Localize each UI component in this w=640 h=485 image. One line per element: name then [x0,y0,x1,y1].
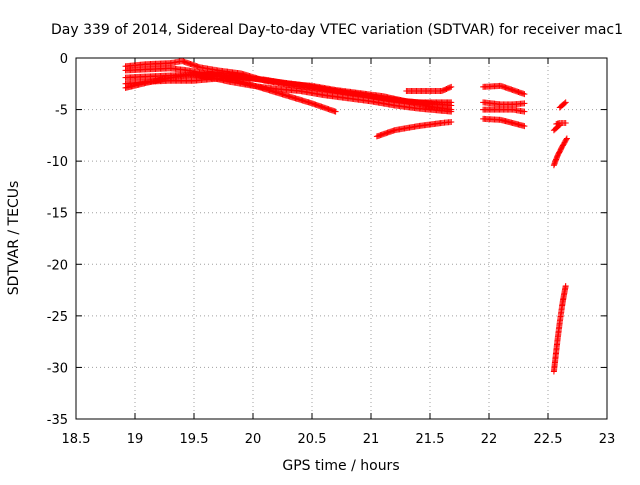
series-track-16 [550,282,569,375]
data-point [562,282,569,289]
series-track-11 [480,115,528,130]
x-tick-label: 23 [599,432,616,447]
x-tick-label: 22 [481,432,498,447]
data-point [562,99,569,106]
y-tick-label: -15 [47,207,68,222]
axis-ticks: 18.5 19 19.5 20 20.5 21 21.5 22 22.5 23 0 -5 -10 -15 -… [47,52,616,447]
x-axis-label: GPS time / hours [282,458,399,474]
data-point [563,135,570,142]
series-track-15 [550,135,570,169]
x-tick-label: 20 [245,432,262,447]
series-track-14 [556,99,569,111]
y-tick-label: -5 [55,104,68,119]
y-tick-label: -10 [47,155,68,170]
data-points [122,58,570,375]
y-axis-label: SDTVAR / TECUs [6,181,22,296]
x-tick-label: 20.5 [298,432,327,447]
grid [76,58,607,419]
series-track-5 [122,71,339,115]
data-point [561,100,568,107]
x-tick-label: 21.5 [416,432,445,447]
data-point [448,99,455,106]
series-track-7 [403,83,455,95]
series-track-6 [373,118,455,140]
x-tick-label: 21 [363,432,380,447]
data-point [562,119,569,126]
y-tick-label: -35 [47,413,68,428]
y-tick-label: 0 [60,52,68,67]
x-tick-label: 19.5 [180,432,209,447]
data-point [563,136,570,143]
data-point [521,123,528,130]
y-tick-label: -25 [47,310,68,325]
series-track-9 [480,99,528,108]
data-point [448,83,455,90]
data-point [521,91,528,98]
data-point [556,122,563,129]
data-point [332,108,339,115]
series-track-10 [480,106,528,115]
x-tick-label: 22.5 [534,432,563,447]
x-tick-label: 19 [127,432,144,447]
y-tick-label: -20 [47,258,68,273]
series-track-13 [550,122,563,134]
series-track-8 [480,82,528,98]
x-tick-label: 18.5 [62,432,91,447]
plot-border [75,57,608,420]
y-tick-label: -30 [47,361,68,376]
data-point [447,84,454,91]
data-point [555,122,562,129]
data-point [448,118,455,125]
data-point [448,106,455,113]
data-point [521,108,528,115]
data-point [521,100,528,107]
chart-title: Day 339 of 2014, Sidereal Day-to-day VTE… [51,22,623,38]
